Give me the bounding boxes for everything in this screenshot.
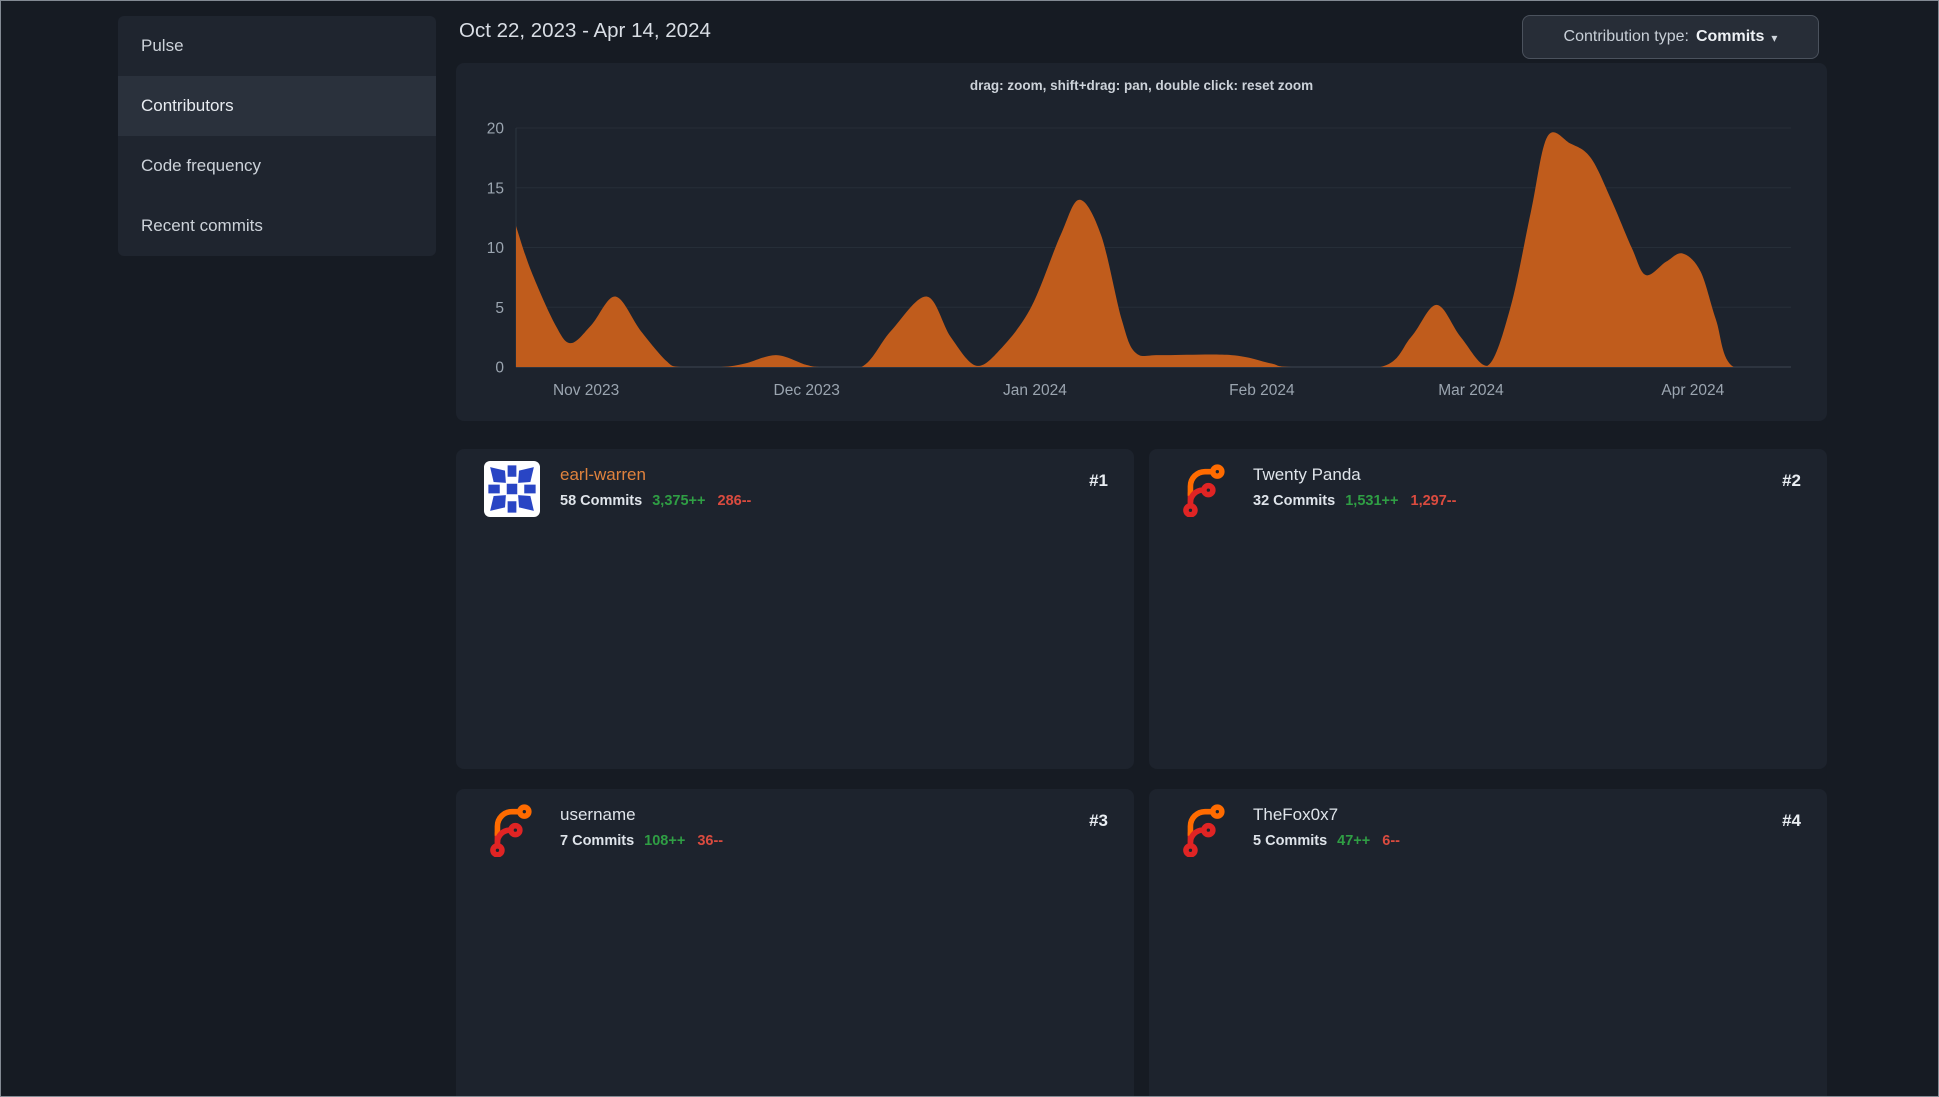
- contributor-name: TheFox0x7: [1253, 805, 1339, 824]
- additions-count: 47++: [1337, 833, 1371, 849]
- commit-count: 32 Commits: [1253, 493, 1336, 509]
- svg-text:Mar 2024: Mar 2024: [1438, 382, 1504, 399]
- deletions-count: 286--: [717, 493, 752, 509]
- contribution-type-value: Commits: [1695, 28, 1765, 45]
- sidebar-item-code-frequency[interactable]: Code frequency: [141, 156, 262, 175]
- svg-text:10: 10: [487, 240, 505, 257]
- contributor-header: earl-warren 58 Commits 3,375++ 286--: [560, 464, 751, 509]
- contributor-header: username 7 Commits 108++ 36--: [560, 804, 723, 849]
- deletions-count: 1,297--: [1410, 493, 1457, 509]
- overview-chart-panel: drag: zoom, shift+drag: pan, double clic…: [456, 63, 1827, 421]
- contributor-stats: 32 Commits 1,531++ 1,297--: [1253, 493, 1456, 509]
- sidebar-item-pulse[interactable]: Pulse: [141, 36, 184, 55]
- zoom-hint-text: drag: zoom, shift+drag: pan, double clic…: [969, 78, 1314, 93]
- commit-count: 58 Commits: [560, 493, 643, 509]
- contributor-stats: 58 Commits 3,375++ 286--: [560, 493, 751, 509]
- svg-text:Dec 2023: Dec 2023: [774, 382, 840, 399]
- contributor-header: Twenty Panda 32 Commits 1,531++ 1,297--: [1253, 464, 1456, 509]
- svg-text:20: 20: [487, 121, 505, 138]
- contributor-area-chart[interactable]: [456, 789, 1134, 1097]
- rank-badge: #4: [1782, 811, 1801, 830]
- additions-count: 1,531++: [1345, 493, 1399, 509]
- contributor-name: Twenty Panda: [1253, 465, 1361, 484]
- commit-count: 5 Commits: [1253, 833, 1328, 849]
- sidebar-item-contributors[interactable]: Contributors: [118, 76, 436, 136]
- contributor-area-chart[interactable]: [1149, 789, 1827, 1097]
- contributor-header: TheFox0x7 5 Commits 47++ 6--: [1253, 804, 1400, 849]
- rank-badge: #1: [1089, 471, 1108, 490]
- rank-badge: #2: [1782, 471, 1801, 490]
- svg-text:Apr 2024: Apr 2024: [1661, 382, 1724, 399]
- sidebar-item-recent-commits[interactable]: Recent commits: [141, 216, 263, 235]
- chevron-down-icon: ▾: [1771, 31, 1778, 45]
- commit-count: 7 Commits: [560, 833, 635, 849]
- svg-text:Jan 2024: Jan 2024: [1003, 382, 1067, 399]
- contribution-type-label: Contribution type:: [1563, 28, 1689, 45]
- additions-count: 108++: [644, 833, 686, 849]
- svg-text:5: 5: [495, 300, 504, 317]
- contributor-stats: 5 Commits 47++ 6--: [1253, 833, 1400, 849]
- svg-text:Nov 2023: Nov 2023: [553, 382, 619, 399]
- date-range-heading: Oct 22, 2023 - Apr 14, 2024: [459, 19, 711, 42]
- repo-activity-sidebar: Pulse Contributors Code frequency Recent co…: [118, 16, 436, 256]
- deletions-count: 6--: [1382, 833, 1401, 849]
- contributor-area-chart[interactable]: [1149, 449, 1827, 769]
- svg-text:Feb 2024: Feb 2024: [1229, 382, 1295, 399]
- svg-text:15: 15: [487, 180, 504, 197]
- rank-badge: #3: [1089, 811, 1108, 830]
- svg-text:0: 0: [495, 360, 504, 377]
- contributor-name: username: [560, 805, 636, 824]
- deletions-count: 36--: [697, 833, 724, 849]
- additions-count: 3,375++: [652, 493, 706, 509]
- contributor-area-chart[interactable]: [456, 449, 1134, 769]
- overview-area-chart[interactable]: 0 5 10 15 20 Nov 2023 Dec 2023 Jan 2024 Feb 2024…: [456, 63, 1827, 421]
- contributor-name[interactable]: earl-warren: [560, 465, 646, 484]
- contributor-stats: 7 Commits 108++ 36--: [560, 833, 723, 849]
- contribution-type-dropdown[interactable]: Contribution type: Commits ▾: [1522, 15, 1819, 59]
